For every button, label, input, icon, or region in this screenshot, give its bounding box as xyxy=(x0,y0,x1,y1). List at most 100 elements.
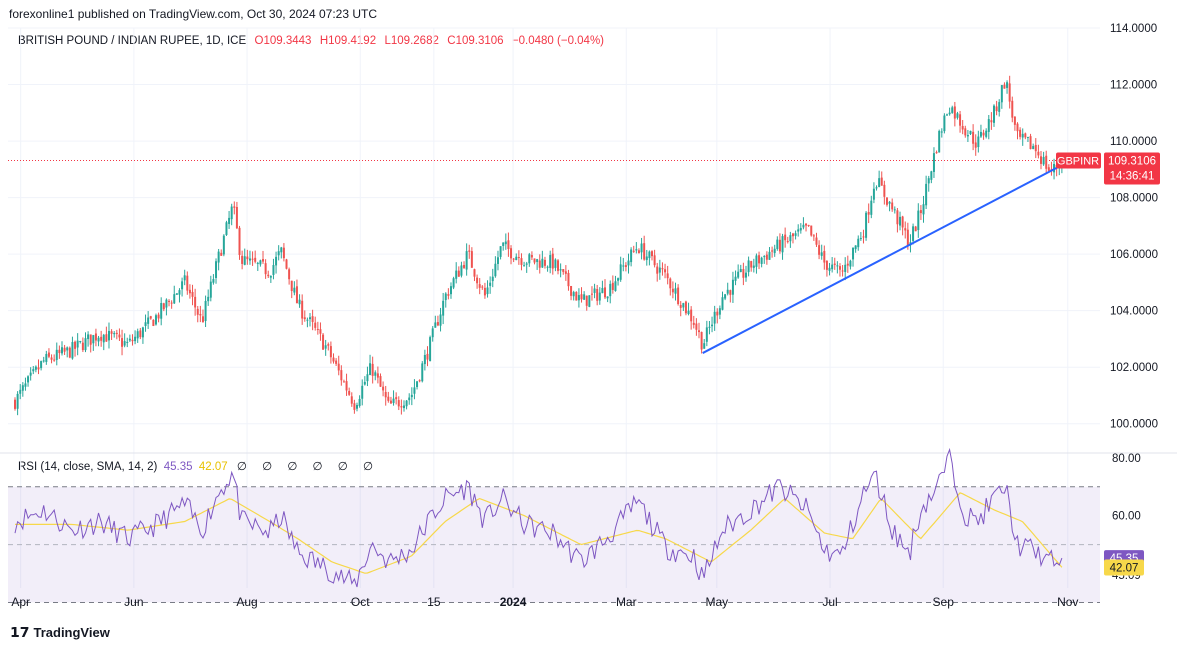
symbol-name[interactable]: BRITISH POUND / INDIAN RUPEE, 1D, ICE xyxy=(18,35,247,47)
candle-body xyxy=(538,260,541,268)
tradingview-brand[interactable]: 𝟭𝟳 TradingView xyxy=(10,624,110,641)
candle-body xyxy=(491,276,494,282)
candle-body xyxy=(277,251,280,256)
candle-body xyxy=(413,387,416,394)
candle-body xyxy=(520,258,523,265)
candle-body xyxy=(875,187,878,189)
time-tick-label: Jul xyxy=(822,595,837,609)
candle-body xyxy=(914,226,917,232)
rsi-label[interactable]: RSI (14, close, SMA, 14, 2) xyxy=(18,461,158,473)
candle-body xyxy=(624,265,627,267)
candle-body xyxy=(74,341,77,349)
candle-body xyxy=(627,260,630,266)
candle-body xyxy=(789,235,792,242)
time-tick-label: Nov xyxy=(1057,595,1078,609)
candle-body xyxy=(186,275,189,291)
candle-body xyxy=(802,224,805,228)
candle-body xyxy=(682,303,685,308)
candle-body xyxy=(959,114,962,126)
candle-body xyxy=(943,115,946,132)
candle-body xyxy=(14,399,16,409)
candle-body xyxy=(455,270,458,279)
time-axis: Apr Jun Aug Oct 15 2024 Mar May Jul Sep Nov xyxy=(11,595,1078,609)
candle-body xyxy=(530,255,533,258)
candle-body xyxy=(880,177,883,186)
candle-body xyxy=(546,266,549,268)
candle-body xyxy=(990,120,993,123)
candle-body xyxy=(1016,123,1019,132)
candle-body xyxy=(948,112,951,115)
candle-body xyxy=(165,299,168,308)
candle-body xyxy=(583,294,586,300)
candle-body xyxy=(21,385,24,391)
candle-body xyxy=(998,102,1001,112)
candle-body xyxy=(269,276,272,278)
candle-body xyxy=(439,314,442,326)
candle-body xyxy=(463,264,466,268)
candle-body xyxy=(562,269,565,272)
candle-body xyxy=(679,304,682,308)
candle-body xyxy=(470,251,473,268)
candle-body xyxy=(144,322,147,326)
candle-body xyxy=(442,300,445,316)
candle-body xyxy=(141,327,144,338)
candle-body xyxy=(588,295,591,307)
candle-body xyxy=(661,268,664,270)
candle-body xyxy=(494,263,497,277)
candle-body xyxy=(126,341,129,343)
candle-body xyxy=(429,337,432,362)
candle-body xyxy=(1042,156,1045,165)
candle-body xyxy=(523,265,526,267)
candle-body xyxy=(517,257,520,259)
candle-body xyxy=(812,235,815,237)
candle-body xyxy=(329,346,332,358)
candle-body xyxy=(716,311,719,316)
candle-body xyxy=(110,331,113,334)
candle-body xyxy=(280,247,283,253)
candle-body xyxy=(324,345,327,349)
candle-body xyxy=(888,201,891,204)
candle-body xyxy=(19,389,22,394)
candle-body xyxy=(191,291,194,297)
candle-body xyxy=(332,357,335,362)
candle-body xyxy=(786,241,789,243)
candle-body xyxy=(773,248,776,254)
candle-body xyxy=(664,269,667,273)
candle-body xyxy=(721,297,724,310)
candle-body xyxy=(1047,167,1050,171)
rsi-band xyxy=(8,486,1100,603)
candle-body xyxy=(350,396,353,404)
candle-body xyxy=(977,136,980,148)
candle-body xyxy=(136,331,139,339)
candle-body xyxy=(319,329,322,334)
candle-body xyxy=(794,233,797,236)
high-value: H109.4192 xyxy=(319,35,377,47)
rsi-line xyxy=(14,447,1063,588)
candle-body xyxy=(940,131,943,133)
candle-body xyxy=(233,206,236,208)
candle-body xyxy=(671,288,674,293)
candle-body xyxy=(747,260,750,273)
candle-body xyxy=(335,360,338,364)
candle-body xyxy=(452,278,455,288)
candle-body xyxy=(107,330,110,341)
candle-body xyxy=(50,357,53,360)
candle-body xyxy=(651,251,654,257)
candle-body xyxy=(784,234,787,241)
candle-body xyxy=(481,286,484,288)
candle-body xyxy=(857,238,860,248)
countdown-tag-value: 14:36:41 xyxy=(1110,171,1155,183)
candle-body xyxy=(705,327,708,342)
candle-body xyxy=(248,258,251,261)
candle-body xyxy=(504,241,507,245)
brand-label: TradingView xyxy=(33,625,110,640)
last-price-tag xyxy=(1104,152,1160,185)
candle-body xyxy=(815,237,818,245)
candle-body xyxy=(564,271,567,274)
candle-body xyxy=(695,323,698,330)
candle-body xyxy=(919,210,922,214)
candle-body xyxy=(306,319,309,321)
candle-body xyxy=(426,353,429,360)
